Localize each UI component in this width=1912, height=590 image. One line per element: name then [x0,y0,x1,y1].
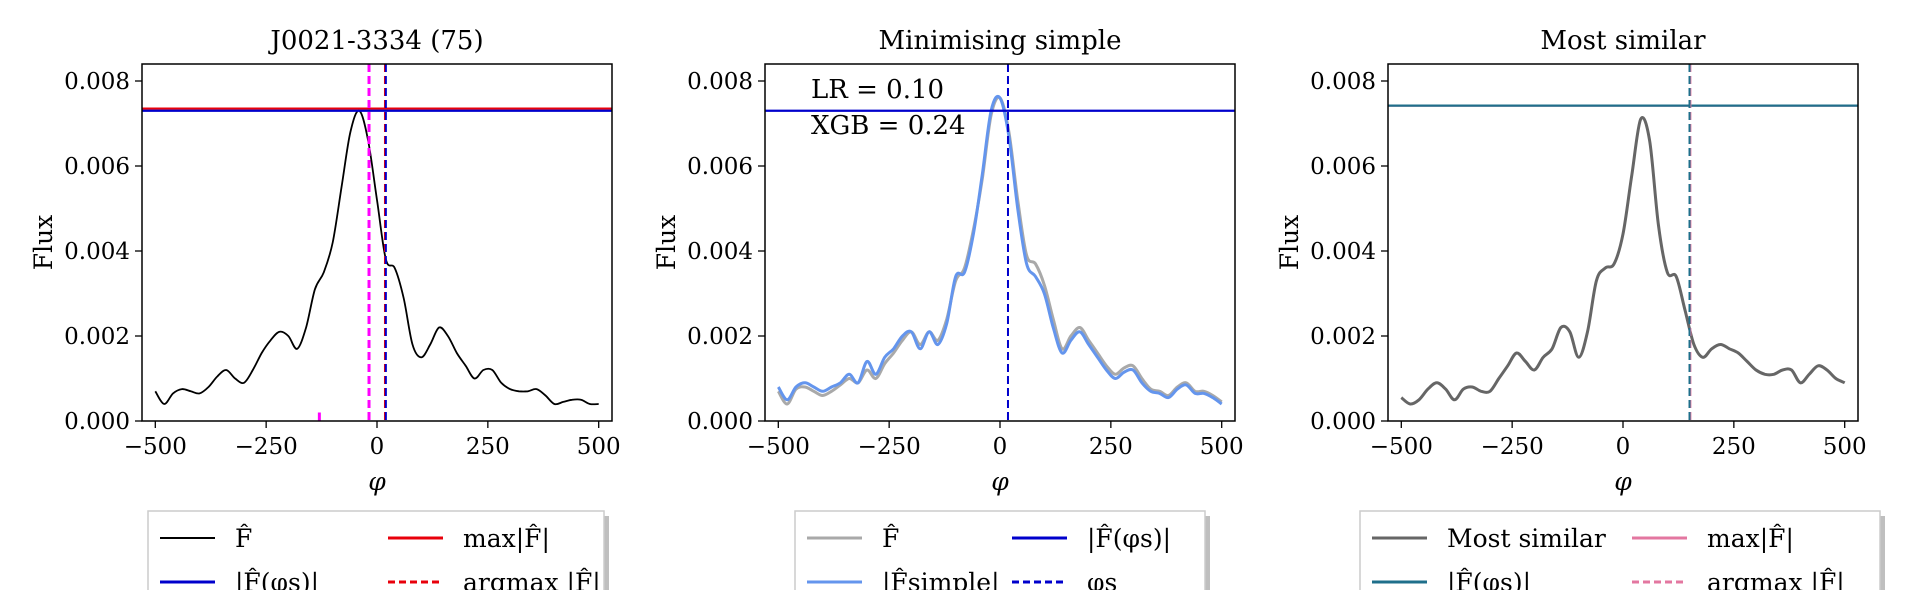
panel-title: Minimising simple [879,26,1122,56]
x-tick-label: 0 [993,434,1008,460]
x-tick-label: −500 [747,434,810,460]
series-line-1 [777,95,1223,406]
y-axis-label: Flux [652,215,681,271]
x-tick-label: 500 [1823,434,1867,460]
series-line-1 [154,109,599,406]
x-tick-label: 0 [1616,434,1631,460]
x-tick-label: 500 [577,434,621,460]
x-tick-label: −500 [124,434,187,460]
x-tick-label: 500 [1200,434,1244,460]
legend-label: argmax |F̂| [463,568,601,590]
legend-label: |F̂(φs)| [1087,524,1171,554]
x-tick-label: −250 [1481,434,1544,460]
y-tick-label: 0.008 [64,69,130,95]
legend-label: max|F̂| [1707,524,1794,554]
legend-label: max|F̂| [463,524,550,554]
legend: Most similar max|F̂| |F̂(φs)| argmax |F̂| [1359,510,1885,590]
legend-label-text: Most similar [1447,524,1606,553]
y-tick-label: 0.006 [1310,154,1376,180]
y-tick-label: 0.002 [64,324,130,350]
legend-label-text: |F̂(φs)| [1447,568,1531,590]
legend-label: φs [1087,568,1117,590]
panel-title: J0021-3334 (75) [267,26,483,56]
panel-1: J0021-3334 (75) −500 −250 0 250 500 0.000 0.002… [29,26,621,590]
legend-label-text: φs [1087,568,1117,590]
y-tick-label: 0.004 [1310,239,1376,265]
legend-label-text: max|F̂| [1707,524,1794,554]
legend-label: |F̂simple| [882,568,1000,590]
legend-label-text: F̂ [235,524,252,553]
panel-2: Minimising simple −500 −250 0 250 500 0.000 0.0… [652,26,1244,590]
legend-label-text: argmax |F̂| [1707,568,1845,590]
y-tick-label: 0.004 [687,239,753,265]
x-tick-label: −500 [1370,434,1433,460]
legend: F̂ |F̂(φs)| |F̂simple| φs [794,510,1210,590]
y-tick-label: 0.000 [64,409,130,435]
legend-label-text: |F̂(φs)| [1087,524,1171,554]
x-axis-label: φ [1614,467,1632,496]
x-tick-label: 250 [1712,434,1756,460]
y-tick-label: 0.006 [64,154,130,180]
legend-label-text: |F̂simple| [882,568,1000,590]
axes-frame [1387,63,1859,422]
x-tick-label: −250 [858,434,921,460]
legend-label: argmax |F̂| [1707,568,1845,590]
series-line-2 [777,94,1223,406]
x-tick-label: 0 [370,434,385,460]
legend-label: F̂ [882,524,899,553]
legend: F̂ max|F̂| |F̂(φs)| argmax |F̂| [147,510,609,590]
y-axis-label: Flux [1275,215,1304,271]
panel-title: Most similar [1540,26,1706,56]
x-tick-label: 250 [466,434,510,460]
axes-frame [141,63,613,422]
legend-label-text: |F̂(φs)| [235,568,319,590]
x-axis-label: φ [368,467,386,496]
panel-3: Most similar −500 −250 0 250 500 0.000 0.002 0.0… [1275,26,1885,590]
y-tick-label: 0.004 [64,239,130,265]
y-tick-label: 0.002 [687,324,753,350]
y-axis-label: Flux [29,215,58,271]
legend-label: |F̂(φs)| [235,568,319,590]
legend-label-text: max|F̂| [463,524,550,554]
y-tick-label: 0.002 [1310,324,1376,350]
x-tick-label: −250 [235,434,298,460]
legend-label: Most similar [1447,524,1606,553]
legend-label-text: argmax |F̂| [463,568,601,590]
y-tick-label: 0.008 [687,69,753,95]
legend-label: |F̂(φs)| [1447,568,1531,590]
annotation: LR = 0.10 [811,75,944,105]
y-tick-label: 0.008 [1310,69,1376,95]
legend-label: F̂ [235,524,252,553]
series-line-1 [1400,116,1846,406]
annotation: XGB = 0.24 [811,111,966,141]
x-axis-label: φ [991,467,1009,496]
y-tick-label: 0.000 [687,409,753,435]
legend-label-text: F̂ [882,524,899,553]
y-tick-label: 0.006 [687,154,753,180]
y-tick-label: 0.000 [1310,409,1376,435]
x-tick-label: 250 [1089,434,1133,460]
